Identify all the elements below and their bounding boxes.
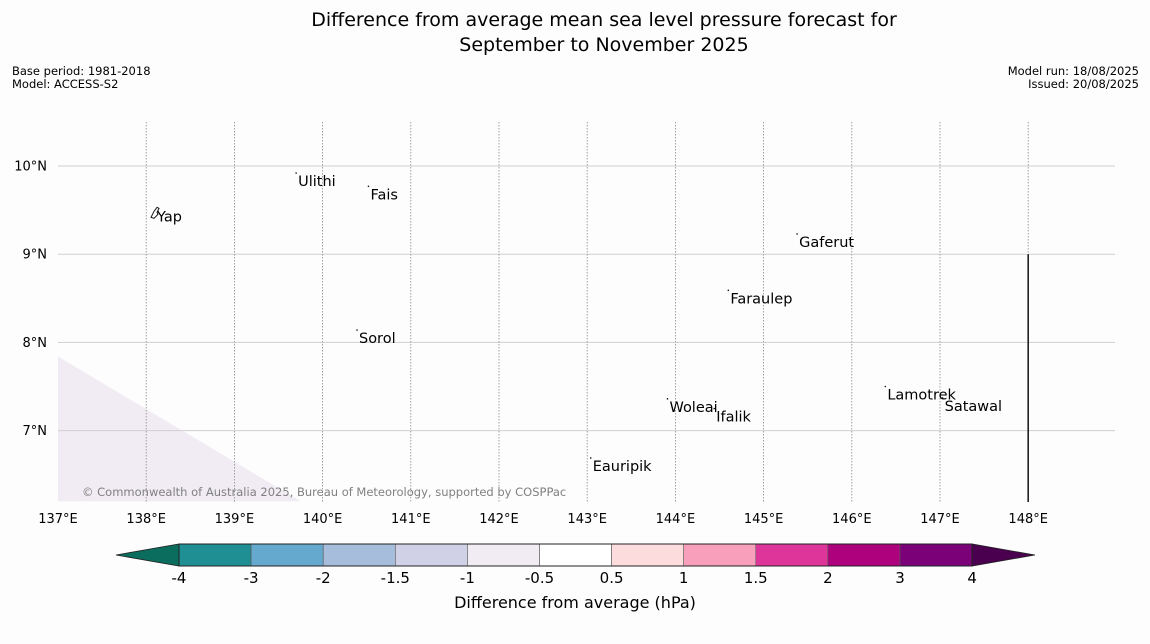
longitude-tick-label: 142°E xyxy=(479,512,519,527)
model-run-text: Model run: 18/08/2025 xyxy=(1007,64,1139,78)
colorbar-tick-label: 0.5 xyxy=(600,569,624,587)
graticule-layer xyxy=(58,122,1115,502)
axis-ticks-layer: 10°N 9°N 8°N 7°N 137°E 138°E 139°E 140°E 141°E 14… xyxy=(14,160,1048,528)
island-outline-yap xyxy=(150,206,160,219)
place-label-eauripik: Eauripik xyxy=(593,459,652,475)
latitude-tick-label: 10°N xyxy=(14,160,47,175)
place-label-satawal: Satawal xyxy=(945,399,1002,415)
colorbar-tick-label: -3 xyxy=(244,569,259,587)
colorbar-swatch xyxy=(827,543,901,567)
colorbar-swatch xyxy=(178,543,252,567)
colorbar-swatch xyxy=(899,543,973,567)
colorbar-title: Difference from average (hPa) xyxy=(454,593,696,612)
attribution-text: © Commonwealth of Australia 2025, Bureau… xyxy=(82,485,566,499)
longitude-tick-label: 141°E xyxy=(391,512,431,527)
colorbar-frame xyxy=(178,543,973,567)
longitude-tick-label: 138°E xyxy=(126,512,166,527)
model-text: Model: ACCESS-S2 xyxy=(12,77,119,91)
colorbar-tick-label: -4 xyxy=(172,569,187,587)
title-line-1: Difference from average mean sea level p… xyxy=(311,9,897,31)
island-marker xyxy=(713,407,716,410)
longitude-tick-label: 140°E xyxy=(303,512,343,527)
island-marker xyxy=(666,398,669,400)
shaded-anomaly-layer xyxy=(58,356,301,502)
longitude-tick-label: 144°E xyxy=(656,512,696,527)
latitude-tick-label: 9°N xyxy=(23,248,48,263)
colorbar-tick-label: 2 xyxy=(823,569,833,587)
colorbar-tick-label: 3 xyxy=(895,569,905,587)
colorbar: -4 -3 -2 -1.5 -1 -0.5 0.5 1 1.5 2 3 4 xyxy=(115,543,1036,587)
latitude-tick-label: 8°N xyxy=(23,336,48,351)
place-label-gaferut: Gaferut xyxy=(799,235,854,251)
map-title: Difference from average mean sea level p… xyxy=(0,8,1150,58)
island-marker xyxy=(941,397,944,399)
place-labels-layer: Yap Ulithi Fais Gaferut Faraulep Sorol WoleaiI… xyxy=(150,172,1002,475)
colorbar-swatch xyxy=(467,543,540,567)
info-right: Model run: 18/08/2025 Issued: 20/08/2025 xyxy=(1008,65,1139,91)
colorbar-swatch xyxy=(394,543,468,567)
longitude-tick-label: 137°E xyxy=(38,512,78,527)
island-marker xyxy=(884,385,887,388)
island-marker xyxy=(589,457,592,459)
colorbar-swatch xyxy=(683,543,757,567)
colorbar-tick-label: 1.5 xyxy=(744,569,768,587)
colorbar-tick-label: 4 xyxy=(967,569,977,587)
place-label-ulithi: Ulithi xyxy=(298,174,336,190)
longitude-tick-label: 145°E xyxy=(744,512,784,527)
colorbar-extend-high xyxy=(971,543,1036,567)
longitude-tick-label: 143°E xyxy=(567,512,607,527)
base-period-text: Base period: 1981-2018 xyxy=(12,64,151,78)
colorbar-tick-label: -0.5 xyxy=(525,569,554,587)
place-label-yap: Yap xyxy=(156,209,182,225)
place-label-ifalik: Ifalik xyxy=(716,410,751,426)
longitude-tick-label: 139°E xyxy=(215,512,255,527)
shaded-region-polygon xyxy=(58,356,301,502)
island-marker xyxy=(796,233,798,235)
place-label-sorol: Sorol xyxy=(359,331,396,347)
island-marker xyxy=(367,185,370,188)
colorbar-swatch xyxy=(250,543,324,567)
colorbar-swatch xyxy=(611,543,684,567)
info-left: Base period: 1981-2018 Model: ACCESS-S2 xyxy=(12,65,151,91)
longitude-tick-label: 148°E xyxy=(1008,512,1048,527)
colorbar-tick-label: -1.5 xyxy=(381,569,410,587)
place-label-fais: Fais xyxy=(370,187,397,203)
colorbar-tick-label: -2 xyxy=(316,569,331,587)
island-marker xyxy=(727,289,730,292)
latitude-tick-label: 7°N xyxy=(23,424,48,439)
colorbar-tick-label: -1 xyxy=(460,569,475,587)
colorbar-tick-label: 1 xyxy=(679,569,689,587)
title-line-2: September to November 2025 xyxy=(459,34,749,56)
place-label-lamotrek: Lamotrek xyxy=(887,388,956,404)
longitude-tick-label: 147°E xyxy=(920,512,960,527)
island-marker xyxy=(295,172,297,174)
colorbar-swatch xyxy=(755,543,829,567)
island-marker xyxy=(356,329,358,331)
longitude-tick-label: 146°E xyxy=(832,512,872,527)
colorbar-swatch xyxy=(539,543,612,567)
place-label-woleai: Woleai xyxy=(669,400,717,416)
colorbar-swatch xyxy=(322,543,396,567)
issued-text: Issued: 20/08/2025 xyxy=(1028,77,1139,91)
place-label-faraulep: Faraulep xyxy=(730,291,792,307)
colorbar-extend-low xyxy=(115,543,180,567)
